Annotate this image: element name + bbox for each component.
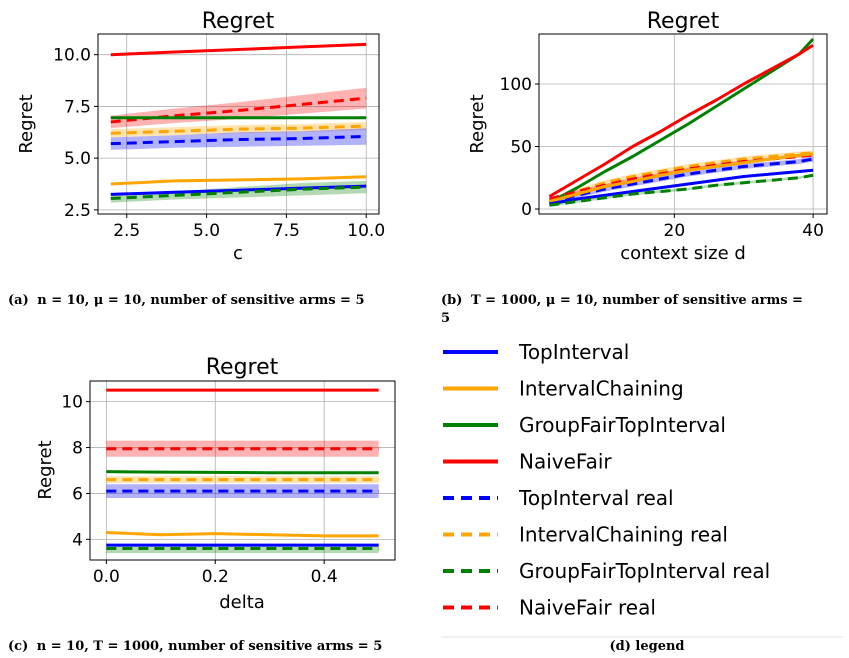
panel-a-line-groupfairtopinterval-real (110, 185, 367, 200)
panel-b-plot-area (539, 34, 827, 214)
legend-items: TopInterval IntervalChaining GroupFairTopI… (443, 340, 770, 620)
legend-label-groupfairtopinterval: GroupFairTopInterval (519, 413, 726, 437)
panel-b-xlabel: context size d (620, 243, 746, 264)
panel-a-band-topinterval-real (110, 128, 367, 150)
panel-b-caption: (b) T = 1000, μ = 10, number of sensitiv… (441, 293, 803, 308)
panel-b-ytick-label: 0 (521, 200, 532, 220)
panel-a-frame (97, 33, 380, 215)
panel-b-line-naivefair (548, 43, 814, 198)
panel-a-caption-prefix: (a) (8, 293, 29, 308)
panel-a-xtick-label: 2.5 (113, 221, 140, 241)
panel-a-xtick-label: 7.5 (273, 221, 300, 241)
panel-c-xlabel: delta (219, 592, 265, 613)
panel-a-line-intervalchaining-real (110, 124, 367, 135)
panel-c-yticks: 4 6 8 10 (61, 393, 90, 550)
panel-c-caption-prefix: (c) (8, 639, 28, 654)
panel-b-line-groupfairtopinterval-real (549, 173, 814, 207)
legend-label-naivefair-real: NaiveFair real (519, 596, 656, 620)
panel-b-ylabel: Regret (467, 94, 488, 153)
panel-c-line-intervalchaining (106, 530, 379, 538)
panel-d-caption: (d) legend (609, 639, 684, 654)
panel-b-frame (538, 33, 828, 215)
legend-label-topinterval-real: TopInterval real (518, 486, 674, 510)
panel-b-caption-prefix: (b) (441, 293, 462, 308)
panel-b-line-topinterval (549, 168, 814, 206)
panel-a-plot-area (98, 34, 379, 214)
legend-label-intervalchaining-real: IntervalChaining real (519, 523, 728, 547)
panel-b-caption-line2: 5 (441, 311, 450, 326)
panel-a-xlabel: c (233, 243, 243, 264)
panel-c-line-groupfairtopinterval (106, 470, 379, 475)
legend-label-naivefair: NaiveFair (519, 450, 612, 474)
panel-a-title: Regret (202, 9, 275, 34)
panel-a-ylabel: Regret (16, 94, 37, 153)
panel-a-caption-text: n = 10, μ = 10, number of sensitive arms… (37, 293, 364, 308)
panel-d-legend: TopInterval IntervalChaining GroupFairTopI… (441, 340, 843, 654)
panel-b-band-topinterval-real (549, 156, 814, 206)
panel-c-ylabel: Regret (35, 440, 56, 499)
panel-b-yticks: 0 50 100 (500, 75, 539, 220)
panel-b-title: Regret (647, 9, 720, 34)
legend-label-intervalchaining: IntervalChaining (519, 377, 684, 401)
panel-a-xtick-label: 5.0 (193, 221, 220, 241)
panel-a-caption: (a) n = 10, μ = 10, number of sensitive … (8, 293, 365, 308)
panel-b-xticks: 20 40 (664, 214, 824, 241)
legend-label-groupfairtopinterval-real: GroupFairTopInterval real (519, 559, 770, 583)
panel-b-series-group (548, 37, 815, 207)
panel-b-line-intervalchaining-real (548, 151, 814, 202)
panel-c-caption: (c) n = 10, T = 1000, number of sensitiv… (8, 639, 382, 654)
panel-b: Regret context size d Regret 20 40 050100… (441, 9, 828, 326)
panel-a-line-naivefair-real (110, 96, 367, 124)
panel-c-caption-text: n = 10, T = 1000, number of sensitive ar… (37, 639, 383, 654)
panel-b-line-intervalchaining (549, 152, 814, 203)
panel-a-ytick-label: 5.0 (64, 149, 91, 169)
legend-label-topinterval: TopInterval (518, 340, 629, 364)
panel-a-band-naivefair-real (110, 87, 367, 129)
panel-a-line-intervalchaining (110, 175, 367, 186)
panel-a-band-intervalchaining-real (110, 121, 367, 138)
panel-a-xticks: 2.5 5.0 7.5 10.0 (113, 214, 385, 241)
panel-c: Regret delta Regret 0.0 0.2 0.4 4 6 8 10 (c) … (8, 355, 396, 654)
panel-a-line-topinterval-real (110, 134, 367, 146)
panel-b-xtick-label: 20 (664, 221, 686, 241)
panel-a-line-naivefair (110, 42, 367, 57)
panel-a-series-group (110, 42, 367, 203)
panel-b-ytick-label: 50 (510, 138, 532, 158)
panel-a-ytick-label: 10.0 (53, 46, 91, 66)
panel-b-caption-text: T = 1000, μ = 10, number of sensitive ar… (471, 293, 803, 308)
panel-c-xtick-label: 0.4 (311, 567, 338, 587)
panel-a: Regret c Regret 2.5 5.0 7.5 10.0 2.5 5.0 7.5 1… (8, 9, 385, 308)
panel-b-ytick-label: 100 (500, 75, 532, 95)
panel-c-plot-area (90, 381, 395, 560)
panel-c-frame (89, 380, 396, 561)
panel-c-xtick-label: 0.0 (93, 567, 120, 587)
panel-a-yticks: 2.5 5.0 7.5 10.0 (53, 46, 98, 221)
panel-a-band-groupfairtopinterval-real (110, 180, 367, 203)
panel-a-ytick-label: 7.5 (64, 97, 91, 117)
panel-c-series-group (106, 388, 379, 554)
panel-a-ytick-label: 2.5 (64, 201, 91, 221)
panel-c-ytick-label: 6 (72, 484, 83, 504)
panel-c-ytick-label: 10 (61, 393, 83, 413)
panel-c-ytick-label: 8 (72, 439, 83, 459)
panel-c-xticks: 0.0 0.2 0.4 (93, 560, 338, 587)
panel-a-xtick-label: 10.0 (347, 221, 385, 241)
panel-b-xtick-label: 40 (802, 221, 824, 241)
panel-c-ytick-label: 4 (72, 530, 83, 550)
panel-c-title: Regret (206, 355, 279, 380)
panel-c-xtick-label: 0.2 (202, 567, 229, 587)
